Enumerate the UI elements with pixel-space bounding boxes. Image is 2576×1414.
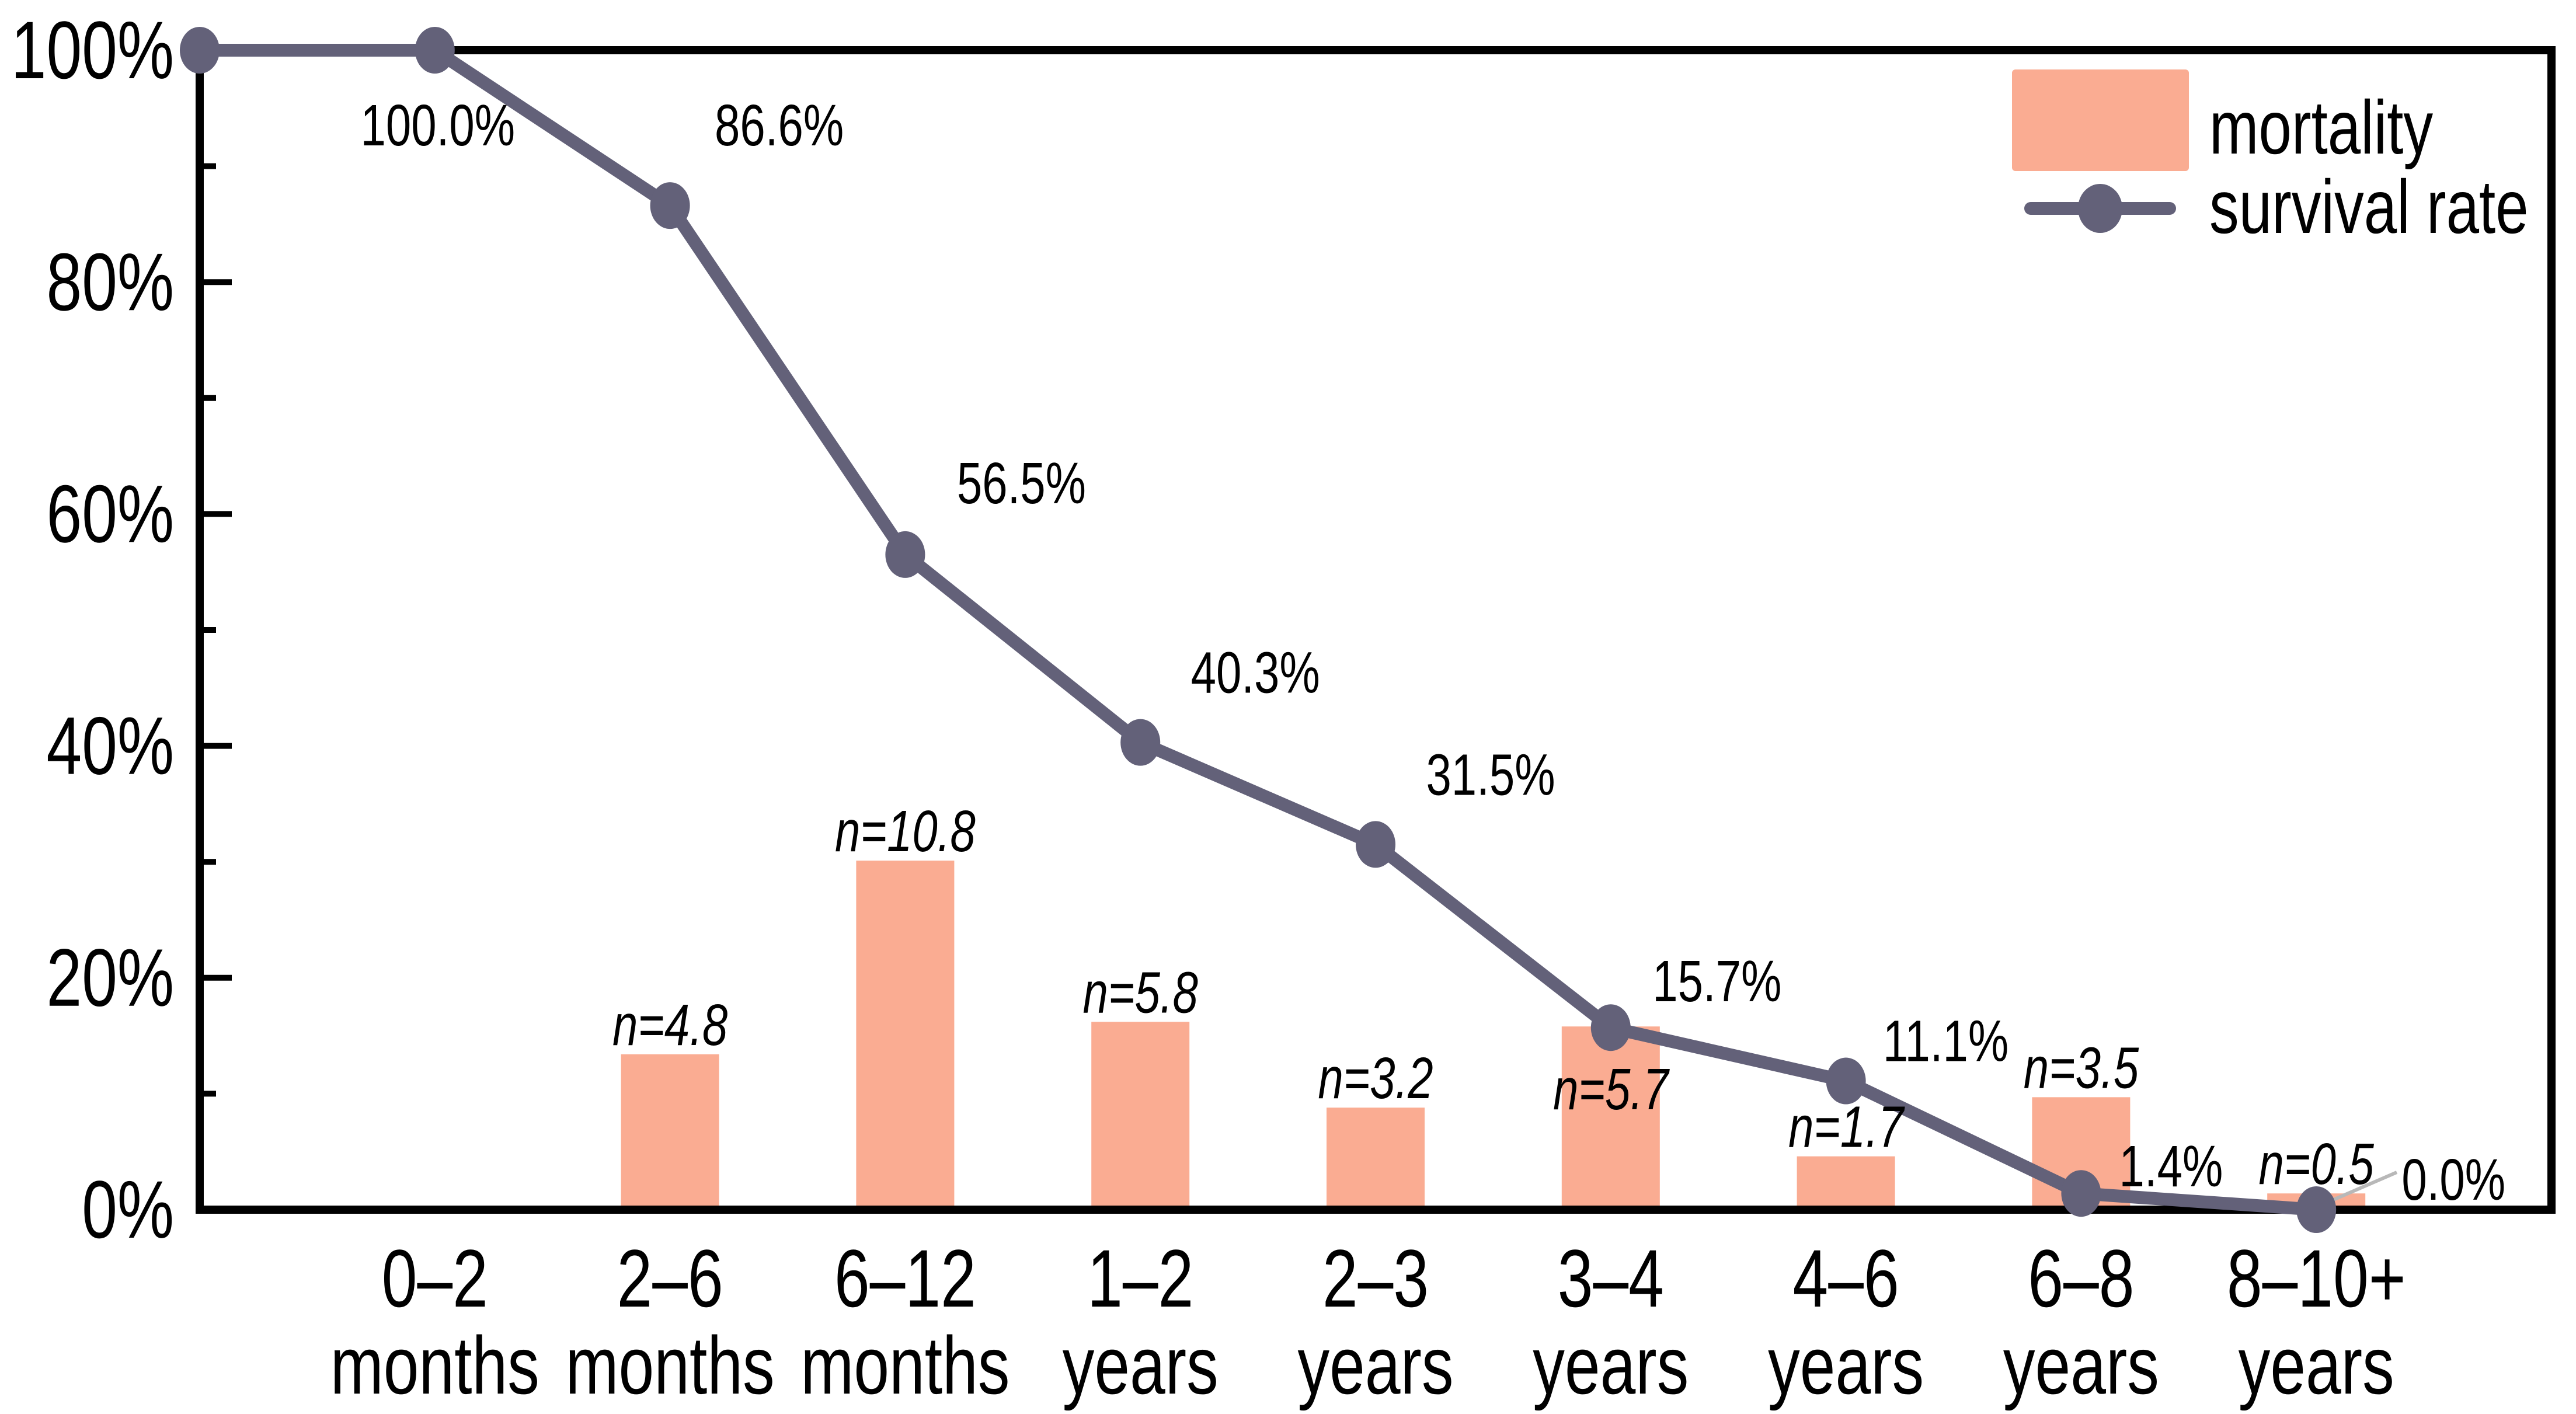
legend-label-mortality: mortality bbox=[2209, 85, 2434, 170]
survival-point bbox=[885, 531, 925, 578]
x-axis-tick-label-unit: years bbox=[1298, 1319, 1454, 1411]
bar-count-label: n=4.8 bbox=[612, 993, 727, 1058]
survival-value-label: 56.5% bbox=[957, 451, 1086, 517]
y-axis-tick-label: 40% bbox=[46, 699, 174, 791]
x-axis-tick-label-unit: years bbox=[2239, 1319, 2394, 1411]
x-axis-tick-label-range: 4–6 bbox=[1793, 1232, 1899, 1324]
y-axis-tick-label: 80% bbox=[46, 236, 174, 328]
y-axis-tick-label: 0% bbox=[82, 1164, 174, 1255]
bar-count-label: n=3.5 bbox=[2024, 1036, 2139, 1101]
survival-point bbox=[1120, 719, 1161, 766]
legend-dot-icon bbox=[2078, 184, 2122, 233]
x-axis-tick-label-range: 8–10+ bbox=[2227, 1232, 2406, 1324]
survival-point bbox=[650, 182, 690, 229]
survival-value-label: 11.1% bbox=[1883, 1009, 2008, 1074]
y-axis-tick-label: 60% bbox=[46, 468, 174, 559]
mortality-bar bbox=[1091, 1022, 1190, 1210]
survival-point bbox=[2061, 1170, 2101, 1217]
x-axis-tick-label-range: 1–2 bbox=[1087, 1232, 1193, 1324]
bar-count-label: n=5.8 bbox=[1083, 960, 1198, 1026]
x-axis-tick-label-unit: months bbox=[330, 1319, 539, 1411]
y-axis-tick-label: 100% bbox=[11, 4, 174, 96]
x-axis-tick-label-unit: years bbox=[2003, 1319, 2159, 1411]
survival-value-label: 15.7% bbox=[1652, 949, 1781, 1015]
legend-mortality-swatch bbox=[2012, 69, 2189, 171]
x-axis-tick-label-unit: months bbox=[800, 1319, 1009, 1411]
bar-count-label: n=0.5 bbox=[2259, 1132, 2375, 1197]
bar-count-label: n=5.7 bbox=[1553, 1057, 1670, 1123]
y-axis-tick-label: 20% bbox=[46, 932, 174, 1023]
survival-point bbox=[1590, 1004, 1631, 1051]
x-axis-tick-label-unit: years bbox=[1063, 1319, 1219, 1411]
mortality-bar bbox=[1327, 1107, 1425, 1210]
x-axis-tick-label-unit: years bbox=[1533, 1319, 1689, 1411]
survival-point bbox=[1826, 1057, 1866, 1105]
x-axis-tick-label-unit: years bbox=[1768, 1319, 1924, 1411]
legend-label-survival-rate: survival rate bbox=[2209, 164, 2529, 249]
bar-count-label: n=10.8 bbox=[835, 799, 976, 865]
survival-value-label: 86.6% bbox=[715, 93, 844, 159]
survival-value-label: 0.0% bbox=[2401, 1148, 2505, 1213]
x-axis-tick-label-range: 3–4 bbox=[1558, 1232, 1664, 1324]
mortality-bar bbox=[1797, 1156, 1895, 1210]
plot-border bbox=[196, 46, 2556, 1214]
x-axis-tick-label-range: 0–2 bbox=[382, 1232, 488, 1324]
mortality-bar bbox=[856, 861, 955, 1210]
survival-line bbox=[200, 44, 2317, 1216]
survival-point bbox=[415, 27, 455, 74]
survival-value-label: 40.3% bbox=[1191, 640, 1320, 706]
mortality-bar bbox=[1561, 1026, 1660, 1210]
survival-value-label: 1.4% bbox=[2119, 1134, 2223, 1200]
x-axis-tick-label-unit: months bbox=[566, 1319, 775, 1411]
survival-point bbox=[2296, 1186, 2337, 1233]
survival-value-label: 31.5% bbox=[1426, 743, 1555, 808]
survival-value-label: 100.0% bbox=[361, 93, 515, 159]
x-axis-tick-label-range: 2–6 bbox=[617, 1232, 723, 1324]
survival-point bbox=[1356, 821, 1395, 868]
survival-point bbox=[180, 27, 220, 74]
x-axis-tick-label-range: 2–3 bbox=[1322, 1232, 1429, 1324]
mortality-bar bbox=[621, 1054, 719, 1210]
x-axis-tick-label-range: 6–12 bbox=[834, 1232, 976, 1324]
leader-line bbox=[2326, 1171, 2398, 1204]
x-axis-tick-label-range: 6–8 bbox=[2028, 1232, 2134, 1324]
bar-count-label: n=1.7 bbox=[1788, 1095, 1905, 1160]
bar-count-label: n=3.2 bbox=[1318, 1046, 1433, 1112]
